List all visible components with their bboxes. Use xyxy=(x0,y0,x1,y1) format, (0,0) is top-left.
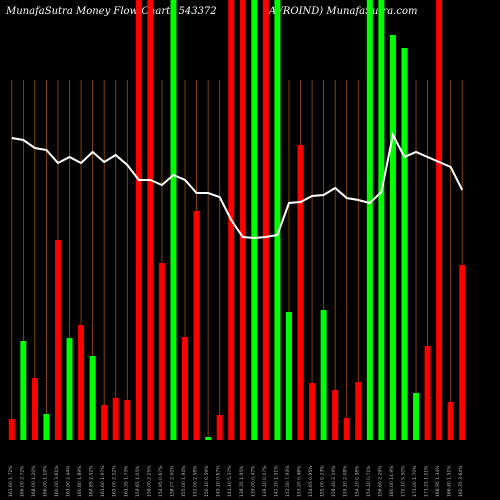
bar xyxy=(216,415,223,440)
bar xyxy=(389,35,396,440)
bar xyxy=(205,437,212,440)
bar xyxy=(170,0,177,440)
x-tick-label: 161.60 1.97% xyxy=(100,465,106,497)
bar xyxy=(182,337,189,440)
x-tick-label: 152.50 7.93% xyxy=(285,465,291,497)
x-tick-label: 166.00 2.72% xyxy=(19,465,25,497)
x-tick-label: 149.10 0.67% xyxy=(216,465,222,497)
x-tick-label: 151.00 2.58% xyxy=(193,465,199,497)
x-tick-label: 154.65 0.95% xyxy=(308,465,314,497)
bar xyxy=(66,338,73,440)
money-flow-line xyxy=(11,132,464,240)
bar xyxy=(262,0,269,440)
bar xyxy=(193,211,200,440)
bar xyxy=(366,0,373,440)
x-tick-label: 139.00 0.47% xyxy=(250,465,256,497)
x-tick-label: 158.40 2.19% xyxy=(331,465,337,497)
bar xyxy=(43,414,50,440)
chart-subtitle: (AVROIND) MunafaSutra.com xyxy=(265,6,417,17)
bar xyxy=(101,405,108,440)
bar xyxy=(31,378,38,440)
x-tick-label: 156.00 2.25% xyxy=(146,465,152,497)
x-tick-label: 165.00 2.12% xyxy=(112,465,118,497)
x-tick-label: 154.95 0.67% xyxy=(158,465,164,497)
x-tick-label: 158.07 2.00% xyxy=(169,465,175,497)
x-tick-label: 154.20 0.58% xyxy=(354,465,360,497)
bar xyxy=(401,48,408,440)
bar xyxy=(459,265,466,440)
bar xyxy=(239,0,246,440)
x-tick-label: 155.10 2.08% xyxy=(343,465,349,497)
x-tick-label: 153.10 0.71% xyxy=(366,465,372,497)
bar xyxy=(158,263,165,440)
x-tick-label: 161.60 1.72% xyxy=(8,465,14,497)
x-tick-label: 159.65 1.05% xyxy=(135,465,141,497)
x-tick-label: 160.80 1.89% xyxy=(77,465,83,497)
x-tick-label: 161.35 1.73% xyxy=(123,465,129,497)
x-tick-label: 153.20 0.46% xyxy=(297,465,303,497)
x-tick-label: 170.10 5.50% xyxy=(400,465,406,497)
bar xyxy=(251,0,258,440)
bar xyxy=(147,0,154,440)
bar xyxy=(8,419,15,440)
bar xyxy=(112,398,119,440)
bar xyxy=(297,145,304,440)
x-tick-label: 164.85 2.52% xyxy=(89,465,95,497)
bar xyxy=(135,0,142,440)
x-tick-label: 155.00 1.94% xyxy=(181,465,187,497)
x-tick-label: 173.00 1.70% xyxy=(412,465,418,497)
x-tick-label: 180.00 14.9% xyxy=(389,465,395,497)
x-tick-label: 156.60 2.29% xyxy=(377,465,383,497)
chart-title: MunafaSutra Money Flow Charts 543372 xyxy=(5,6,217,17)
bar xyxy=(447,402,454,440)
bar xyxy=(320,310,327,440)
bar xyxy=(20,341,27,440)
bar xyxy=(89,356,96,440)
x-tick-label: 163.90 2.44% xyxy=(66,465,72,497)
bar xyxy=(436,0,443,440)
x-tick-label: 166.40 1.51% xyxy=(447,465,453,497)
x-tick-label: 139.10 0.07% xyxy=(262,465,268,497)
x-tick-label: 155.00 0.23% xyxy=(320,465,326,497)
x-tick-label: 168.00 1.20% xyxy=(31,465,37,497)
bar xyxy=(309,383,316,440)
bar xyxy=(343,418,350,440)
bar xyxy=(124,400,131,440)
bar xyxy=(78,325,85,440)
x-tick-label: 141.10 5.37% xyxy=(227,465,233,497)
bar xyxy=(54,240,61,440)
x-tick-label: 171.25 1.01% xyxy=(424,465,430,497)
x-tick-label: 150.10 0.59% xyxy=(204,465,210,497)
x-tick-label: 160.35 3.64% xyxy=(458,465,464,497)
x-tick-label: 166.00 1.19% xyxy=(42,465,48,497)
bar xyxy=(378,0,385,440)
bar xyxy=(355,382,362,440)
bar xyxy=(413,393,420,440)
bar xyxy=(332,390,339,440)
x-tick-label: 168.95 1.34% xyxy=(435,465,441,497)
x-tick-label: 141.20 1.51% xyxy=(273,465,279,497)
bar xyxy=(274,0,281,440)
bar xyxy=(285,312,292,440)
x-tick-label: 160.00 3.61% xyxy=(54,465,60,497)
bar xyxy=(424,346,431,440)
x-tick-label: 138.35 1.95% xyxy=(239,465,245,497)
